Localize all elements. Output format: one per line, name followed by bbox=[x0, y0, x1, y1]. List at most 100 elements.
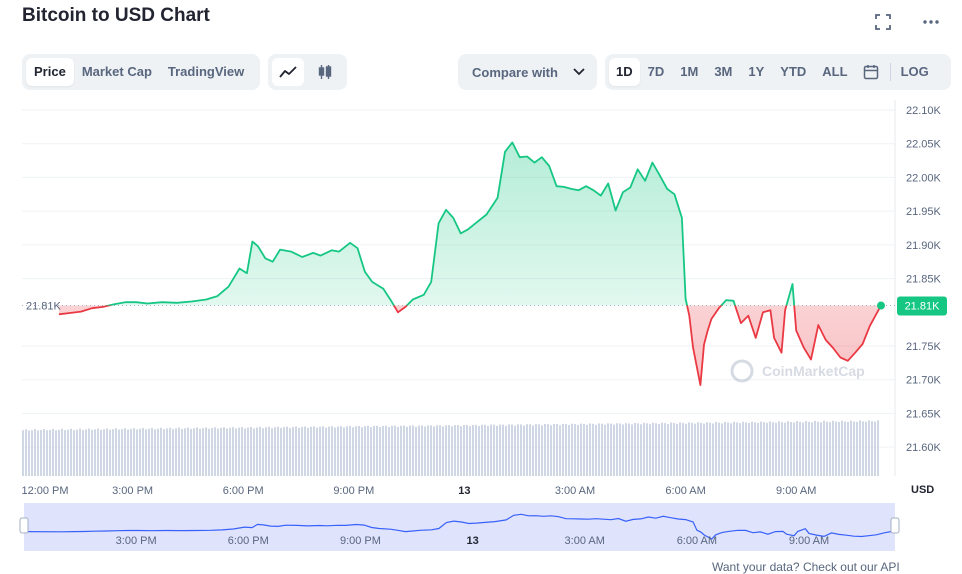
y-tick-label: 21.85K bbox=[906, 274, 942, 286]
volume-bar bbox=[874, 421, 876, 476]
volume-bar bbox=[715, 422, 717, 476]
fullscreen-icon[interactable] bbox=[871, 10, 895, 34]
price-point bbox=[239, 267, 241, 269]
volume-bar bbox=[664, 423, 666, 476]
volume-bar bbox=[853, 421, 855, 476]
price-point bbox=[331, 249, 333, 251]
volume-bar bbox=[346, 426, 348, 476]
candlestick-icon[interactable] bbox=[309, 58, 341, 86]
volume-bar bbox=[334, 427, 336, 476]
price-point bbox=[733, 300, 735, 302]
volume-bar bbox=[58, 429, 60, 476]
volume-bar bbox=[712, 423, 714, 476]
volume-bar bbox=[646, 423, 648, 476]
volume-bar bbox=[616, 423, 618, 476]
price-point bbox=[511, 141, 513, 143]
price-point bbox=[504, 151, 506, 153]
volume-bar bbox=[289, 427, 291, 476]
price-point bbox=[784, 309, 786, 311]
tab-tradingview[interactable]: TradingView bbox=[167, 64, 245, 79]
volume-bar bbox=[451, 426, 453, 476]
volume-bar bbox=[586, 424, 588, 476]
line-chart-icon[interactable] bbox=[272, 58, 304, 86]
volume-bar bbox=[697, 422, 699, 476]
volume-bar bbox=[868, 420, 870, 476]
volume-bar bbox=[385, 425, 387, 476]
price-point bbox=[349, 242, 351, 244]
price-point bbox=[556, 185, 558, 187]
volume-bar bbox=[223, 427, 225, 476]
volume-bar bbox=[175, 428, 177, 476]
volume-bar bbox=[271, 428, 273, 476]
price-point bbox=[862, 343, 864, 345]
volume-bar bbox=[424, 426, 426, 476]
price-point bbox=[80, 311, 82, 313]
volume-bar bbox=[355, 426, 357, 476]
volume-bar bbox=[814, 420, 816, 476]
more-options-icon[interactable] bbox=[919, 10, 943, 34]
volume-bar bbox=[658, 424, 660, 476]
volume-bar bbox=[694, 423, 696, 476]
price-point bbox=[725, 299, 727, 301]
volume-bar bbox=[676, 423, 678, 476]
calendar-icon[interactable] bbox=[856, 58, 886, 86]
volume-bar bbox=[721, 423, 723, 476]
volume-bar bbox=[325, 427, 327, 476]
volume-bar bbox=[439, 425, 441, 476]
navigator-left-handle[interactable] bbox=[19, 517, 29, 534]
price-point bbox=[460, 232, 462, 234]
tab-price[interactable]: Price bbox=[26, 58, 74, 86]
tab-market-cap[interactable]: Market Cap bbox=[81, 64, 152, 79]
price-point bbox=[356, 247, 358, 249]
volume-bar bbox=[862, 421, 864, 476]
volume-bar bbox=[313, 426, 315, 476]
volume-bar bbox=[211, 427, 213, 476]
volume-bar bbox=[562, 423, 564, 476]
volume-bar bbox=[88, 428, 90, 476]
price-point bbox=[769, 309, 771, 311]
volume-bar bbox=[844, 421, 846, 476]
price-point bbox=[707, 329, 709, 331]
volume-bar bbox=[667, 423, 669, 476]
volume-bar bbox=[319, 426, 321, 476]
volume-bar bbox=[793, 422, 795, 476]
volume-bar bbox=[661, 422, 663, 476]
volume-bar bbox=[796, 421, 798, 476]
range-1m[interactable]: 1M bbox=[680, 64, 699, 79]
navigator-right-handle[interactable] bbox=[890, 517, 900, 534]
range-7d[interactable]: 7D bbox=[647, 64, 665, 79]
range-all[interactable]: ALL bbox=[822, 64, 848, 79]
volume-bar bbox=[526, 424, 528, 476]
volume-bar bbox=[259, 426, 261, 476]
volume-bar bbox=[298, 427, 300, 476]
range-1y[interactable]: 1Y bbox=[748, 64, 765, 79]
volume-bar bbox=[403, 425, 405, 476]
volume-bar bbox=[607, 423, 609, 476]
volume-bar bbox=[130, 428, 132, 476]
volume-bar bbox=[571, 423, 573, 476]
volume-bar bbox=[49, 429, 51, 476]
compare-dropdown[interactable]: Compare with bbox=[458, 54, 597, 90]
log-scale-button[interactable]: LOG bbox=[900, 64, 929, 79]
price-point bbox=[272, 261, 274, 263]
price-point bbox=[338, 251, 340, 253]
range-3m[interactable]: 3M bbox=[714, 64, 733, 79]
volume-bar bbox=[652, 422, 654, 476]
volume-bar bbox=[172, 429, 174, 476]
price-point bbox=[607, 182, 609, 184]
volume-bar bbox=[541, 425, 543, 476]
range-1d[interactable]: 1D bbox=[609, 58, 640, 86]
volume-bar bbox=[631, 424, 633, 476]
range-ytd[interactable]: YTD bbox=[780, 64, 807, 79]
volume-bar bbox=[829, 422, 831, 476]
volume-bar bbox=[121, 429, 123, 476]
navigator-tick-label: 6:00 PM bbox=[228, 535, 269, 547]
volume-bar bbox=[307, 427, 309, 476]
price-point bbox=[430, 281, 432, 283]
price-point bbox=[445, 209, 447, 211]
volume-bar bbox=[376, 425, 378, 476]
volume-bar bbox=[316, 427, 318, 476]
y-tick-label: 21.95K bbox=[906, 206, 942, 218]
volume-bar bbox=[457, 425, 459, 476]
